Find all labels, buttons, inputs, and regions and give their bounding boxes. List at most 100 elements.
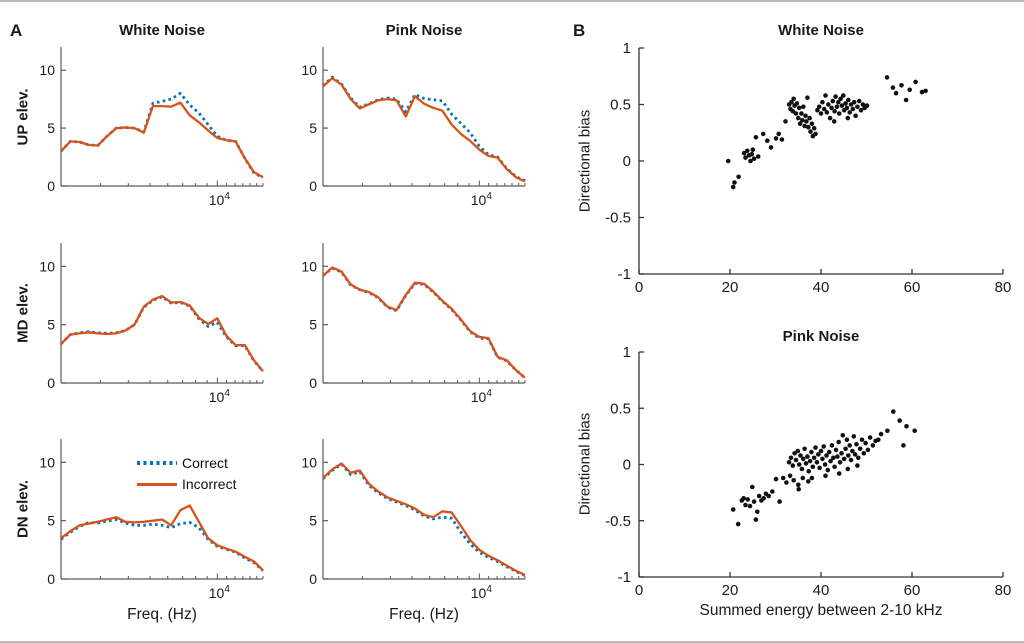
scatter-point <box>749 151 755 157</box>
scatter-point <box>818 111 824 116</box>
scatter-point <box>811 455 817 461</box>
scatter-point <box>816 104 822 110</box>
scatter-point <box>829 105 834 111</box>
x-tick-label: 104 <box>471 191 493 208</box>
scatter-point <box>851 434 857 439</box>
scatter-point <box>845 466 851 472</box>
scatter-point <box>827 115 833 121</box>
scatter-point <box>833 447 839 453</box>
y-tick-label: 10 <box>301 258 317 274</box>
scatter-point <box>768 145 774 150</box>
scatter-point <box>794 101 800 106</box>
title-a-white-noise: White Noise <box>119 22 205 39</box>
scatter-point <box>858 107 864 113</box>
scatter-point <box>837 460 843 465</box>
scatter-point <box>835 454 840 459</box>
y-tick-label: 5 <box>47 120 55 136</box>
scatter-point <box>798 453 803 458</box>
scatter-point <box>853 113 858 119</box>
scatter-point <box>836 439 841 445</box>
scatter-point <box>831 455 836 461</box>
scatter-point <box>761 496 766 501</box>
scatter-point <box>856 455 861 461</box>
scatter-point <box>840 433 846 438</box>
x-tick-label: 104 <box>209 388 231 405</box>
scatter-point <box>806 479 811 484</box>
scatter-point <box>870 443 876 448</box>
series-correct <box>60 295 265 373</box>
figure-bottom-border <box>0 641 1024 643</box>
scatter-point <box>753 135 759 140</box>
scatter-point <box>844 105 850 111</box>
scatter-point <box>796 115 801 121</box>
scatter-point <box>745 148 750 154</box>
series-correct <box>322 462 526 577</box>
scatter-point <box>848 102 854 107</box>
scatter-point <box>864 103 870 108</box>
y-tick-label: 0.5 <box>610 97 631 114</box>
scatter-point <box>859 437 865 443</box>
scatter-point <box>793 111 799 116</box>
y-tick-label: 10 <box>39 258 55 274</box>
scatter-point <box>807 458 813 464</box>
scatter-point <box>828 458 833 464</box>
series-incorrect <box>322 77 526 183</box>
scatter-point <box>855 463 860 468</box>
scatter-point <box>809 121 815 126</box>
scatter-point <box>786 460 792 465</box>
panel-b-label: B <box>573 21 586 40</box>
scatter-point <box>773 476 779 482</box>
scatter-point <box>838 96 843 102</box>
scatter-point <box>806 124 811 130</box>
scatter-point <box>831 119 837 124</box>
scatter-point <box>843 446 848 452</box>
chart-a2: 0 5 10 104 <box>301 47 526 208</box>
scatter-point <box>745 497 750 502</box>
series-incorrect <box>60 101 264 179</box>
scatter-point <box>836 111 842 116</box>
scatter-point <box>780 475 786 481</box>
scatter-point <box>841 93 846 98</box>
scatter-point <box>784 480 789 485</box>
scatter-point <box>865 447 871 453</box>
scatter-point <box>732 180 737 185</box>
scatter-point <box>779 137 785 142</box>
scatter-point <box>760 131 766 137</box>
scatter-point <box>743 502 748 508</box>
scatter-point <box>903 97 909 103</box>
scatter-point <box>796 482 801 488</box>
scatter-point <box>753 517 759 522</box>
scatter-point <box>878 431 884 437</box>
series-incorrect <box>60 504 264 572</box>
scatter-point <box>735 521 741 527</box>
scatter-point <box>913 79 918 85</box>
scatter-point <box>820 456 825 462</box>
y-tick-label: 5 <box>309 120 317 136</box>
y-tick-label: 0 <box>47 178 55 194</box>
y-tick-label: 1 <box>623 40 631 57</box>
y-tick-label: 0.5 <box>610 400 631 417</box>
scatter-point <box>860 102 866 107</box>
scatter-point <box>847 443 852 448</box>
x-tick-label: 60 <box>904 582 921 599</box>
y-tick-label: 0 <box>309 571 317 587</box>
scatter-point <box>861 451 867 456</box>
x-tick-label: 80 <box>995 582 1012 599</box>
scatter-point <box>832 109 837 114</box>
scatter-point <box>803 461 809 466</box>
scatter-point <box>876 437 881 443</box>
title-b-pink-noise: Pink Noise <box>782 328 860 345</box>
xlabel-freq-right: Freq. (Hz) <box>389 606 459 623</box>
legend: Correct Incorrect <box>137 455 236 492</box>
scatter-point <box>919 89 925 95</box>
xlabel-summed-energy: Summed energy between 2-10 kHz <box>699 602 943 619</box>
scatter-point <box>824 453 829 458</box>
x-tick-label: 104 <box>471 584 493 601</box>
y-tick-label: 0 <box>47 375 55 391</box>
scatter-point <box>817 465 822 471</box>
panel-a-label: A <box>10 21 23 40</box>
scatter-point <box>815 107 820 113</box>
ylabel-up-elev: UP elev. <box>14 88 32 146</box>
scatter-point <box>843 101 848 106</box>
y-tick-label: -0.5 <box>605 513 631 530</box>
